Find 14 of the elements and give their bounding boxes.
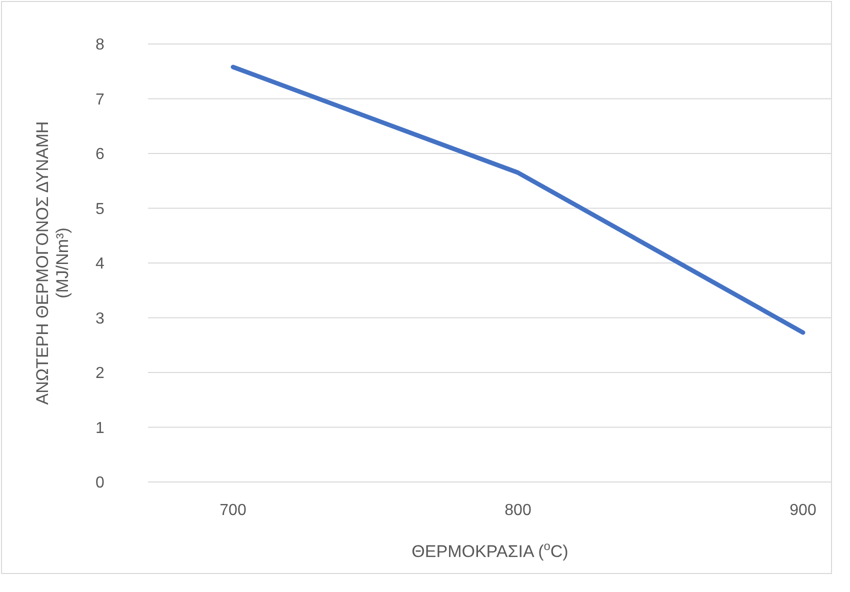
y-tick-label: 1 bbox=[96, 420, 105, 437]
y-axis-title: ΑΝΩΤΕΡΗ ΘΕΡΜΟΓΟΝΟΣ ΔΥΝΑΜΗ (MJ/Nm³) bbox=[33, 121, 72, 405]
x-tick-label: 900 bbox=[790, 502, 816, 519]
y-tick-label: 7 bbox=[96, 91, 105, 108]
y-tick-label: 4 bbox=[96, 256, 105, 273]
y-tick-label: 5 bbox=[96, 200, 105, 218]
x-tick-label: 700 bbox=[220, 502, 246, 519]
y-tick-label: 8 bbox=[96, 36, 105, 54]
y-tick-label: 0 bbox=[96, 474, 105, 492]
x-tick-label: 800 bbox=[504, 502, 532, 519]
x-axis-title: ΘΕΡΜΟΚΡΑΣΙΑ ($^{o}$C) bbox=[412, 539, 568, 561]
y-tick-label: 6 bbox=[96, 146, 105, 164]
y-tick-label: 3 bbox=[96, 310, 105, 328]
y-tick-label: 2 bbox=[96, 365, 105, 382]
